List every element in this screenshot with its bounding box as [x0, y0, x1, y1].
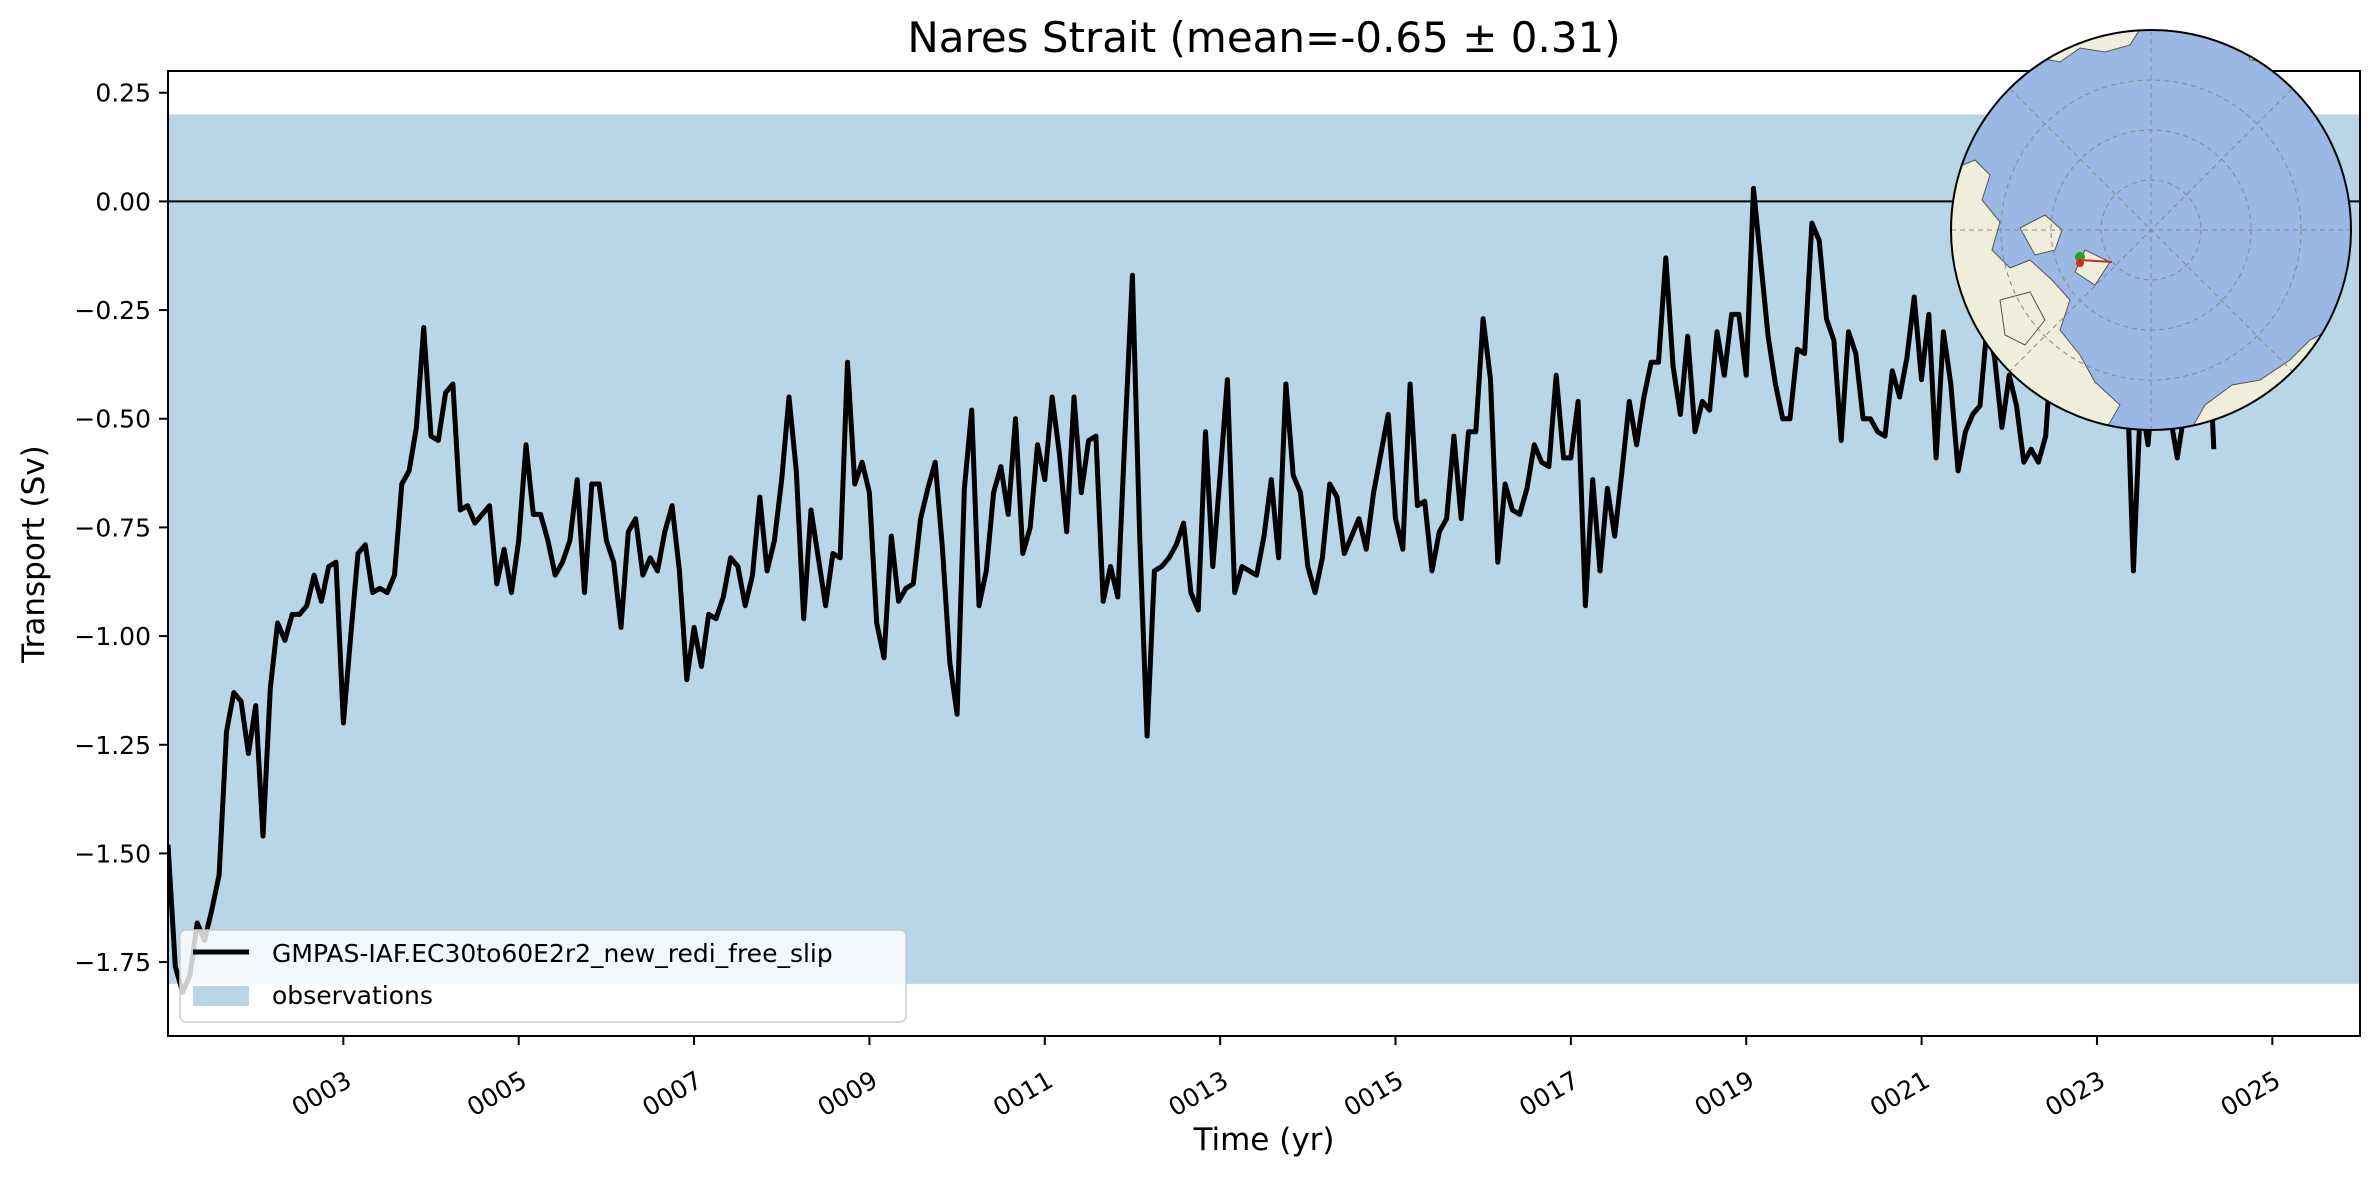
x-axis-label: Time (yr) [1193, 1122, 1335, 1158]
x-tick-label: 0003 [287, 1065, 357, 1122]
map-section-line [2079, 259, 2113, 263]
x-axis: 0003 0005 0007 0009 0011 0013 0015 0017 0019 0021… [287, 1036, 2286, 1122]
plot-frame [167, 70, 2361, 1037]
x-tick-label: 0021 [1865, 1065, 1935, 1122]
y-tick-label: −0.50 [74, 405, 151, 434]
y-tick-label: −1.75 [74, 948, 151, 977]
x-tick-label: 0007 [637, 1065, 707, 1122]
y-tick-label: −1.00 [74, 622, 151, 651]
legend: GMPAS-IAF.EC30to60E2r2_new_redi_free_sli… [179, 929, 907, 1023]
map-marker-start [2075, 252, 2085, 262]
y-tick-label: 0.00 [95, 187, 151, 216]
legend-label-observations: observations [272, 981, 433, 1010]
x-tick-label: 0005 [462, 1065, 532, 1122]
y-tick-label: −0.25 [74, 296, 151, 325]
y-tick-label: −0.75 [74, 513, 151, 542]
inset-map [1950, 29, 2352, 431]
y-tick-label: 0.25 [95, 79, 151, 108]
x-tick-label: 0009 [813, 1065, 883, 1122]
map-graticule [1951, 30, 2351, 430]
x-tick-label: 0025 [2216, 1065, 2286, 1122]
x-tick-label: 0017 [1514, 1065, 1584, 1122]
x-tick-label: 0013 [1164, 1065, 1234, 1122]
y-axis-label: Transport (Sv) [16, 445, 52, 664]
legend-label-series: GMPAS-IAF.EC30to60E2r2_new_redi_free_sli… [272, 939, 833, 968]
legend-swatch-observations [193, 986, 249, 1006]
x-tick-label: 0011 [988, 1065, 1058, 1122]
y-axis: 0.25 0.00 −0.25 −0.50 −0.75 −1.00 −1.25 −1.50 −1… [74, 79, 168, 977]
y-tick-label: −1.50 [74, 839, 151, 868]
legend-box [179, 929, 907, 1023]
y-tick-label: −1.25 [74, 731, 151, 760]
chart-title: Nares Strait (mean=-0.65 ± 0.31) [907, 13, 1620, 62]
series-line-gmpas [168, 185, 2217, 995]
map-marker-end [2076, 259, 2084, 267]
map-frame [1950, 29, 2352, 431]
x-tick-label: 0019 [1690, 1065, 1760, 1122]
x-tick-label: 0015 [1339, 1065, 1409, 1122]
x-tick-label: 0023 [2040, 1065, 2110, 1122]
